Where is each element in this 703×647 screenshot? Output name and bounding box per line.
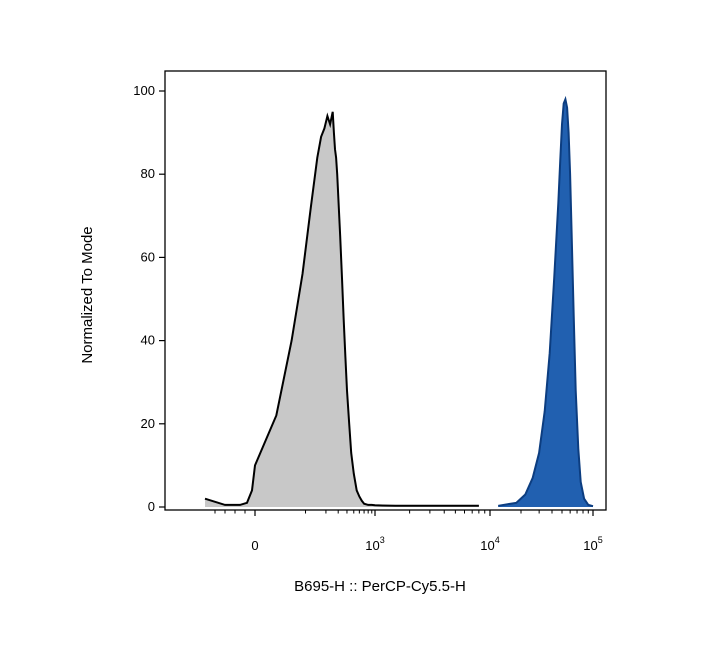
- y-axis: 0 20 40 60 80 100: [133, 83, 165, 514]
- x-axis-label: B695-H :: PerCP-Cy5.5-H: [294, 578, 466, 595]
- y-tick-label-100: 100: [133, 83, 155, 98]
- series-2-area: [498, 99, 593, 508]
- series-2-outline: [498, 95, 594, 508]
- x-tick-label-0: 0: [251, 538, 258, 553]
- x-tick-label-100000: 105: [583, 535, 602, 553]
- y-tick-label-60: 60: [141, 249, 155, 264]
- x-axis-minor-ticks: [214, 510, 589, 514]
- x-axis: 0 103 104 105: [251, 510, 603, 553]
- y-tick-label-40: 40: [141, 333, 155, 348]
- y-tick-label-80: 80: [141, 166, 155, 181]
- x-tick-label-10000: 104: [480, 535, 499, 553]
- x-tick-label-1000: 103: [365, 535, 384, 553]
- y-tick-label-0: 0: [148, 499, 155, 514]
- series-1-area: [205, 111, 479, 508]
- y-tick-label-20: 20: [141, 416, 155, 431]
- y-axis-label: Normalized To Mode: [79, 226, 96, 363]
- series-layer: [204, 95, 594, 508]
- plot-frame: [164, 70, 607, 511]
- series-1-outline: [204, 111, 479, 507]
